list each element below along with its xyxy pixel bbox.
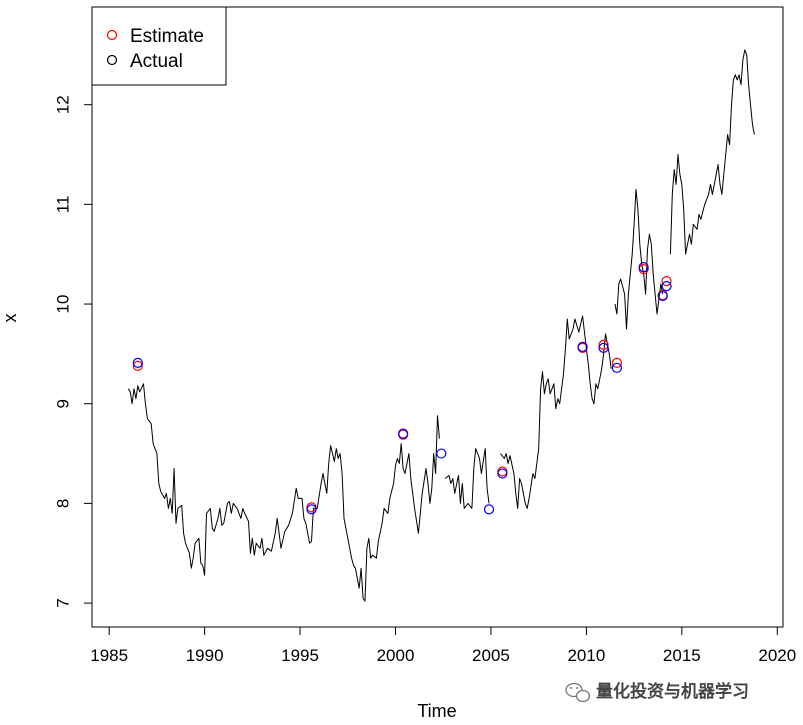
- y-tick-label: 11: [53, 196, 72, 214]
- actual-point: [436, 448, 447, 459]
- estimate-point: [598, 339, 609, 351]
- x-tick-label: 1995: [281, 646, 319, 665]
- y-tick-label: 10: [53, 295, 72, 314]
- watermark: 量化投资与机器学习: [565, 681, 749, 703]
- actual-point: [638, 262, 649, 273]
- x-tick-label: 1990: [186, 646, 224, 665]
- y-tick-label: 8: [53, 499, 72, 508]
- y-axis-title: x: [0, 314, 20, 323]
- actual-points: [132, 262, 672, 515]
- actual-point: [661, 280, 672, 292]
- legend-estimate-label: Estimate: [130, 26, 204, 47]
- estimate-point: [611, 357, 623, 368]
- estimate-point: [306, 502, 317, 513]
- series-line-segment: [127, 383, 440, 602]
- x-tick-label: 1985: [90, 646, 128, 665]
- x-axis-title: Time: [417, 701, 456, 721]
- actual-point: [598, 342, 609, 354]
- x-axis: 1985 1990 1995 2000 2005 2010 2015 2020: [90, 626, 796, 665]
- y-tick-label: 9: [53, 399, 72, 408]
- actual-point: [132, 357, 143, 368]
- legend-actual-label: Actual: [130, 51, 183, 72]
- actual-point: [306, 504, 317, 515]
- wechat-icon: [565, 682, 591, 703]
- x-tick-label: 2000: [377, 646, 415, 665]
- legend: Estimate Actual: [91, 6, 227, 86]
- series-line-segment: [669, 49, 755, 255]
- actual-point: [398, 428, 409, 439]
- series-line-segment: [614, 188, 664, 330]
- actual-point: [497, 468, 508, 479]
- plot-frame: [91, 6, 784, 628]
- legend-box: [91, 6, 227, 86]
- estimate-point: [497, 466, 508, 477]
- series-line-segment: [444, 448, 490, 509]
- estimate-point: [661, 276, 672, 287]
- x-tick-label: 2015: [663, 646, 701, 665]
- estimate-point: [132, 360, 143, 371]
- x-tick-label: 2005: [472, 646, 510, 665]
- legend-estimate-marker: [106, 29, 118, 41]
- series-line-segment: [500, 315, 612, 509]
- legend-actual-marker: [106, 54, 118, 66]
- actual-point: [483, 504, 495, 515]
- actual-point: [611, 362, 623, 373]
- x-tick-label: 2010: [567, 646, 605, 665]
- y-axis: 7 8 9 10 11 12: [53, 95, 93, 608]
- actual-point: [577, 341, 588, 353]
- watermark-text: 量化投资与机器学习: [596, 681, 749, 702]
- actual-point: [657, 290, 668, 302]
- series-line: [127, 49, 755, 602]
- x-tick-label: 2020: [758, 646, 796, 665]
- y-tick-label: 12: [53, 95, 72, 114]
- y-tick-label: 7: [53, 598, 72, 607]
